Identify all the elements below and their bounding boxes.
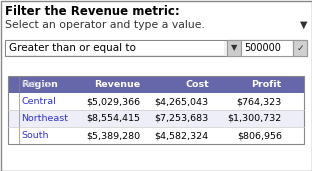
Bar — [8, 76, 304, 144]
Text: $7,253,683: $7,253,683 — [154, 114, 209, 123]
Text: Region: Region — [21, 80, 58, 89]
Bar — [241, 40, 293, 56]
Text: Revenue: Revenue — [95, 80, 141, 89]
Bar — [8, 93, 304, 110]
Text: ▼: ▼ — [300, 20, 307, 30]
Text: ▼: ▼ — [231, 43, 237, 52]
Bar — [8, 76, 304, 93]
Text: $764,323: $764,323 — [236, 97, 282, 106]
Bar — [8, 110, 304, 127]
Text: Greater than or equal to: Greater than or equal to — [9, 43, 136, 53]
Text: Select an operator and type a value.: Select an operator and type a value. — [5, 20, 205, 30]
Bar — [5, 40, 307, 56]
Bar — [293, 40, 307, 56]
Text: ✓: ✓ — [296, 43, 304, 52]
Text: South: South — [21, 131, 49, 140]
Text: $5,389,280: $5,389,280 — [86, 131, 141, 140]
Text: $806,956: $806,956 — [237, 131, 282, 140]
Text: Profit: Profit — [251, 80, 282, 89]
Text: Central: Central — [21, 97, 56, 106]
Text: $4,265,043: $4,265,043 — [155, 97, 209, 106]
Text: 500000: 500000 — [244, 43, 281, 53]
Bar — [8, 127, 304, 144]
Text: Filter the Revenue metric:: Filter the Revenue metric: — [5, 5, 180, 18]
Text: Northeast: Northeast — [21, 114, 68, 123]
Text: Cost: Cost — [185, 80, 209, 89]
Text: $1,300,732: $1,300,732 — [228, 114, 282, 123]
Bar — [227, 40, 241, 56]
Text: $4,582,324: $4,582,324 — [155, 131, 209, 140]
Bar — [6, 41, 224, 55]
Text: $5,029,366: $5,029,366 — [86, 97, 141, 106]
Text: Metrics: Metrics — [21, 80, 51, 89]
Text: $8,554,415: $8,554,415 — [87, 114, 141, 123]
